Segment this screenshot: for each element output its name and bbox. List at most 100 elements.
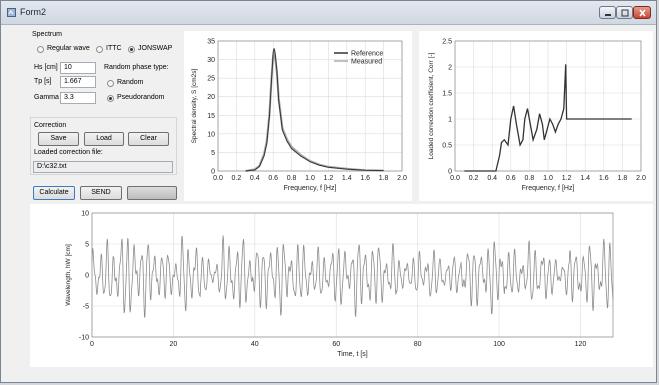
save-button[interactable]: Save: [38, 132, 79, 146]
minimize-icon: [605, 14, 611, 16]
plot-area-border: [91, 212, 614, 338]
x-tick-label: 1.6: [599, 175, 609, 182]
y-tick-label: 30: [207, 57, 215, 64]
clear-button[interactable]: Clear: [128, 132, 169, 146]
radio-random[interactable]: [107, 80, 114, 87]
y-tick-label: 5: [211, 150, 215, 157]
x-tick-label: 0.4: [250, 175, 260, 182]
y-tick-label: -5: [83, 304, 89, 311]
x-tick-label: 2.0: [397, 175, 407, 182]
x-tick-label: 1.4: [342, 175, 352, 182]
maximize-icon: [621, 9, 629, 17]
plot-area-border: [454, 40, 642, 172]
progress-bar: [127, 186, 177, 200]
y-tick-label: 1.5: [442, 91, 452, 98]
x-tick-label: 2.0: [636, 175, 646, 182]
x-tick-label: 0: [90, 341, 94, 348]
radio-ittc[interactable]: [96, 46, 103, 53]
wave-elevation-chart: 0 20 40 60 80 100 120 -10 -5 0 5 10 Time, t [s] Wavel…: [65, 211, 614, 358]
tp-label: Tp [s]: [34, 78, 52, 85]
hs-label: Hs [cm]: [34, 64, 58, 71]
gamma-input[interactable]: 3.3: [60, 92, 96, 104]
x-tick-label: 1.2: [324, 175, 334, 182]
y-tick-label: 0: [211, 169, 215, 176]
correction-group-label: Correction: [32, 122, 69, 129]
x-tick-label: 0.2: [232, 175, 242, 182]
wave-elevation-series-line: [91, 235, 614, 319]
x-tick-label: 20: [170, 341, 178, 348]
x-tick-label: 1.6: [360, 175, 370, 182]
radio-pseudorandom[interactable]: [107, 95, 114, 102]
x-tick-label: 0.6: [268, 175, 278, 182]
x-tick-label: 0.0: [450, 175, 460, 182]
ittc-label: ITTC: [106, 45, 122, 52]
y-tick-label: 15: [207, 113, 215, 120]
legend-entry: Reference: [351, 51, 383, 58]
x-tick-label: 120: [575, 341, 587, 348]
pseudorandom-label: Pseudorandom: [117, 94, 165, 101]
x-tick-label: 1.8: [379, 175, 389, 182]
x-axis-label: Frequency, f [Hz]: [522, 185, 575, 192]
x-tick-label: 0.4: [487, 175, 497, 182]
send-button[interactable]: SEND: [80, 186, 122, 200]
y-tick-label: 10: [81, 211, 89, 218]
jonswap-label: JONSWAP: [138, 45, 173, 52]
x-tick-label: 0.0: [213, 175, 223, 182]
y-tick-label: 0.5: [442, 143, 452, 150]
close-button[interactable]: [633, 6, 651, 19]
correction-group: [30, 117, 177, 175]
y-tick-label: 0: [448, 169, 452, 176]
close-icon: [639, 9, 646, 17]
radio-jonswap[interactable]: [128, 46, 135, 53]
x-tick-label: 60: [332, 341, 340, 348]
loaded-file-label: Loaded correction file:: [34, 149, 103, 156]
load-button[interactable]: Load: [84, 132, 124, 146]
radio-regular-wave[interactable]: [37, 46, 44, 53]
legend-entry: Measured: [351, 59, 382, 66]
maximize-button[interactable]: [616, 6, 633, 19]
x-tick-label: 1.0: [543, 175, 553, 182]
y-tick-label: -10: [79, 335, 89, 342]
correction-chart-panel: 0.0 0.2 0.4 0.6 0.8 1.0 1.2 1.4 1.6 1.8 2.0 0 0.5 1 1.…: [419, 31, 653, 201]
x-tick-label: 0.8: [525, 175, 535, 182]
y-tick-label: 20: [207, 94, 215, 101]
y-tick-label: 2.5: [442, 39, 452, 46]
correction-coefficient-chart: 0.0 0.2 0.4 0.6 0.8 1.0 1.2 1.4 1.6 1.8 2.0 0 0.5 1 1.…: [428, 39, 646, 193]
time-series-chart-panel: 0 20 40 60 80 100 120 -10 -5 0 5 10 Time, t [s] Wavel…: [30, 204, 653, 367]
y-tick-label: 2: [448, 65, 452, 72]
y-tick-label: 10: [207, 131, 215, 138]
x-tick-label: 1.2: [562, 175, 572, 182]
x-tick-label: 100: [493, 341, 505, 348]
regular-wave-label: Regular wave: [47, 45, 90, 52]
loaded-file-field[interactable]: D:\c32.txt: [33, 161, 173, 173]
calculate-button[interactable]: Calculate: [33, 186, 75, 200]
x-tick-label: 1.4: [580, 175, 590, 182]
x-tick-label: 40: [251, 341, 259, 348]
spectrum-group-label: Spectrum: [32, 31, 62, 38]
x-tick-label: 0.8: [287, 175, 297, 182]
minimize-button[interactable]: [599, 6, 616, 19]
x-axis-label: Frequency, f [Hz]: [284, 185, 337, 192]
phase-type-label: Random phase type:: [104, 64, 169, 71]
hs-input[interactable]: 10: [60, 62, 96, 74]
random-label: Random: [117, 79, 144, 86]
x-tick-label: 0.2: [469, 175, 479, 182]
gamma-label: Gamma: [34, 94, 59, 101]
spectral-density-chart: 0.0 0.2 0.4 0.6 0.8 1.0 1.2 1.4 1.6 1.8 2.0 0 5 10 15 2…: [191, 39, 407, 193]
y-axis-label: Loaded correction coefficient, Corr [-]: [428, 52, 435, 159]
y-axis-label: Spectral density, S [cm2s]: [191, 68, 198, 143]
x-tick-label: 0.6: [506, 175, 516, 182]
x-tick-label: 1.0: [305, 175, 315, 182]
title-bar: Form2: [1, 1, 656, 25]
x-axis-label: Time, t [s]: [337, 351, 368, 358]
y-tick-label: 1: [448, 117, 452, 124]
x-tick-label: 80: [414, 341, 422, 348]
tp-input[interactable]: 1.667: [60, 76, 96, 88]
correction-series-line: [464, 64, 632, 172]
y-axis-label: Wavelength, hW [cm]: [65, 244, 72, 306]
app-icon: [7, 8, 16, 17]
series-line-reference: [245, 48, 384, 172]
series-line-measured: [245, 51, 384, 173]
y-tick-label: 35: [207, 39, 215, 46]
